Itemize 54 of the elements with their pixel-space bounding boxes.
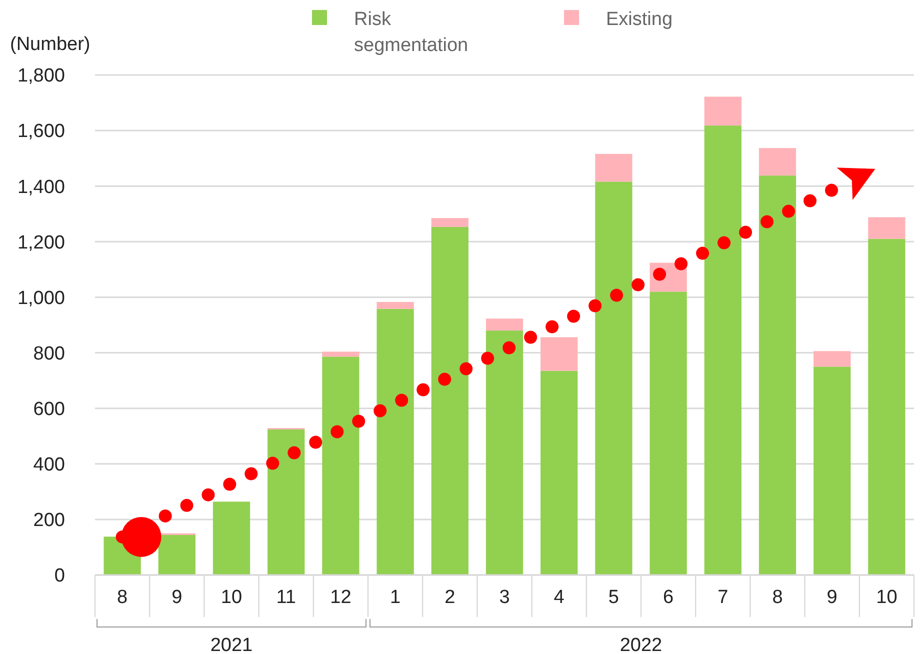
bar (540, 370, 578, 575)
x-tick-label: 12 (330, 587, 352, 608)
bar (486, 330, 524, 575)
bar (486, 318, 524, 331)
bar (540, 337, 578, 371)
bar (431, 226, 468, 575)
y-tick-label: 1,600 (17, 121, 65, 142)
bar (868, 238, 906, 575)
bar (704, 96, 742, 126)
bar (868, 217, 906, 239)
legend-label: Risk segmentation (354, 9, 468, 56)
y-tick-label: 0 (54, 566, 65, 587)
bar (158, 535, 196, 575)
x-tick-label: 7 (718, 587, 728, 608)
legend-label: Existing (606, 9, 673, 30)
bar (595, 154, 632, 182)
bar (431, 218, 468, 227)
y-tick-label: 600 (33, 398, 65, 420)
x-tick-label: 11 (276, 587, 296, 608)
x-tick-label: 6 (663, 587, 674, 608)
y-axis-title: (Number) (10, 34, 90, 55)
bar (704, 126, 742, 575)
bar (814, 366, 851, 575)
bar (595, 182, 632, 575)
bar (814, 351, 851, 367)
y-tick-label: 800 (33, 343, 65, 364)
x-tick-label: 9 (172, 587, 182, 608)
x-tick-label: 2 (444, 587, 456, 608)
bar (758, 176, 796, 575)
bar (212, 502, 250, 575)
x-tick-label: 10 (876, 587, 898, 608)
x-tick-label: 9 (826, 587, 838, 608)
bar (650, 292, 687, 575)
y-tick-label: 1,400 (17, 176, 65, 198)
bar (758, 148, 796, 176)
y-tick-label: 200 (33, 510, 65, 532)
bar (268, 429, 305, 575)
x-tick-label: 8 (772, 587, 783, 608)
text: 2021 (210, 635, 253, 654)
y-tick-label: 1,800 (17, 66, 65, 87)
text: 2022 (620, 635, 662, 654)
bar (376, 302, 414, 309)
bar (322, 352, 360, 357)
bar (322, 356, 360, 575)
y-tick-label: 1,200 (17, 232, 65, 254)
x-tick-label: 10 (220, 587, 242, 608)
x-tick-label: 1 (390, 587, 401, 608)
bar (376, 308, 414, 575)
x-tick-label: 3 (499, 587, 510, 608)
y-tick-label: 1,000 (17, 288, 65, 309)
x-tick-label: 8 (117, 587, 128, 608)
x-tick-label: 4 (554, 587, 565, 608)
x-tick-label: 5 (608, 587, 619, 608)
y-tick-label: 400 (33, 454, 65, 476)
